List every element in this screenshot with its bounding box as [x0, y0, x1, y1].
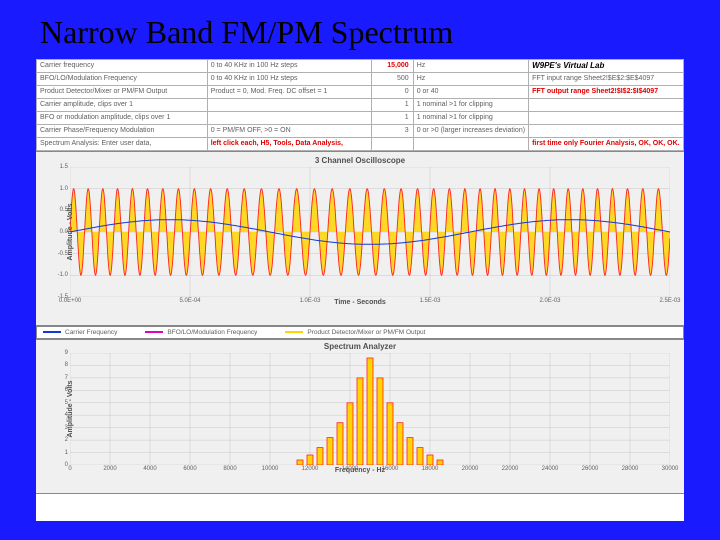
legend-item: BFO/LO/Modulation Frequency [145, 329, 257, 336]
content-panel: Carrier frequency0 to 40 KHz in 100 Hz s… [36, 59, 684, 521]
param-row: Spectrum Analysis: Enter user data,left … [37, 138, 684, 151]
slide-title: Narrow Band FM/PM Spectrum [0, 0, 720, 59]
spectrum-title: Spectrum Analyzer [36, 340, 684, 353]
scope-chart: Amplitude - Volts -1.5-1.0-0.50.00.51.01… [70, 167, 670, 297]
param-row: BFO or modulation amplitude, clips over … [37, 112, 684, 125]
spectrum-panel: Spectrum Analyzer Amplitude - Volts 0123… [36, 339, 684, 494]
param-row: Product Detector/Mixer or PM/FM OutputPr… [37, 86, 684, 99]
legend-item: Product Detector/Mixer or PM/FM Output [285, 329, 425, 336]
oscilloscope-panel: 3 Channel Oscilloscope Amplitude - Volts… [36, 151, 684, 326]
scope-ylabel: Amplitude - Volts [67, 203, 74, 260]
parameter-table: Carrier frequency0 to 40 KHz in 100 Hz s… [36, 59, 684, 151]
param-row: Carrier frequency0 to 40 KHz in 100 Hz s… [37, 60, 684, 73]
param-row: Carrier Phase/Frequency Modulation0 = PM… [37, 125, 684, 138]
legend-item: Carrier Frequency [43, 329, 117, 336]
scope-title: 3 Channel Oscilloscope [36, 154, 684, 167]
spectrum-chart: Amplitude - Volts 0123456789 02000400060… [70, 353, 670, 465]
spectrum-ylabel: Amplitude - Volts [67, 380, 74, 437]
param-row: Carrier amplitude, clips over 111 nomina… [37, 99, 684, 112]
legend: Carrier Frequency BFO/LO/Modulation Frequ… [36, 326, 684, 339]
param-row: BFO/LO/Modulation Frequency0 to 40 KHz i… [37, 73, 684, 86]
